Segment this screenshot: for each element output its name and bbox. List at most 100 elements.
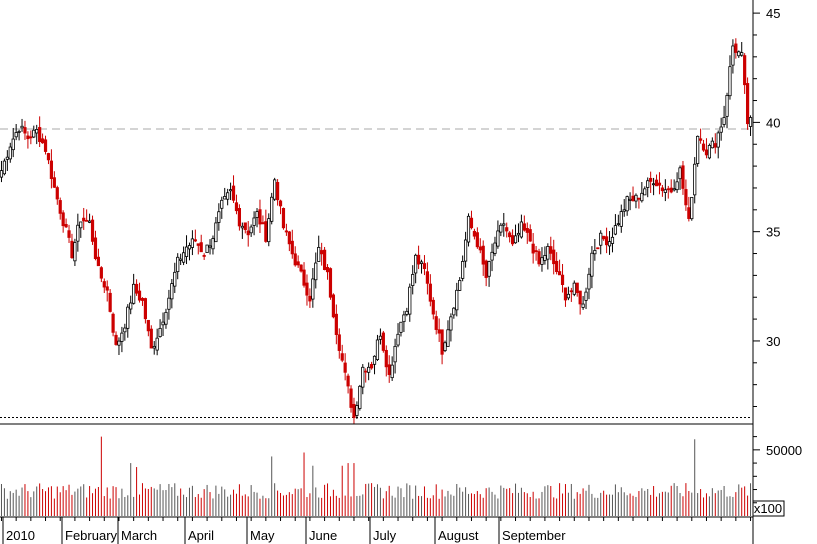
candle-body bbox=[399, 321, 403, 333]
candle bbox=[358, 384, 362, 411]
candle bbox=[202, 253, 206, 260]
candle bbox=[693, 157, 697, 204]
candle-body bbox=[378, 335, 383, 340]
candle-body bbox=[563, 287, 568, 301]
candle bbox=[158, 319, 162, 338]
volume-unit-label: x100 bbox=[754, 501, 782, 516]
candle-body bbox=[181, 252, 186, 263]
candle bbox=[0, 160, 4, 183]
candle-body bbox=[649, 177, 653, 182]
candle-body bbox=[214, 222, 218, 243]
candle bbox=[531, 233, 535, 264]
candle bbox=[452, 307, 456, 319]
candle bbox=[698, 128, 703, 144]
candle-body bbox=[499, 224, 503, 233]
candle bbox=[32, 125, 36, 139]
candle-body bbox=[710, 140, 714, 149]
candle bbox=[516, 223, 521, 243]
candle-body bbox=[522, 223, 526, 231]
candle-body bbox=[745, 83, 750, 125]
candle bbox=[696, 135, 700, 167]
candle-body bbox=[270, 196, 274, 222]
candle-body bbox=[631, 195, 635, 202]
candle-body bbox=[748, 117, 753, 127]
candle-body bbox=[684, 189, 688, 206]
candle-body bbox=[505, 227, 509, 232]
candle bbox=[2, 158, 7, 176]
candle-body bbox=[55, 187, 59, 200]
candle bbox=[26, 131, 30, 149]
candle-body bbox=[349, 388, 353, 408]
candle bbox=[657, 172, 662, 195]
candle-body bbox=[132, 283, 136, 304]
candle-body bbox=[508, 232, 512, 238]
candle bbox=[223, 187, 227, 200]
candle bbox=[258, 199, 262, 234]
candle-body bbox=[252, 217, 256, 226]
candle-body bbox=[607, 241, 612, 247]
candle bbox=[82, 207, 86, 230]
candle-body bbox=[322, 249, 327, 270]
candle-body bbox=[405, 310, 409, 315]
candle bbox=[302, 262, 306, 288]
candle bbox=[578, 290, 582, 315]
candle bbox=[734, 38, 738, 59]
candle bbox=[278, 199, 283, 215]
candle-body bbox=[49, 160, 54, 179]
month-label: June bbox=[309, 528, 337, 543]
candle-body bbox=[102, 281, 106, 288]
candle bbox=[90, 215, 95, 245]
candle bbox=[419, 259, 424, 274]
candle bbox=[505, 222, 509, 238]
candle-body bbox=[643, 188, 647, 196]
candle bbox=[566, 286, 571, 301]
month-label: September bbox=[502, 528, 566, 543]
candle bbox=[411, 265, 415, 295]
candle bbox=[273, 177, 277, 201]
candle bbox=[707, 143, 712, 160]
candle-body bbox=[343, 362, 347, 373]
candle bbox=[496, 220, 500, 249]
candle-body bbox=[358, 385, 362, 409]
candle-body bbox=[475, 232, 479, 248]
candle-body bbox=[604, 236, 609, 246]
candle bbox=[743, 53, 747, 94]
candle-body bbox=[311, 278, 315, 300]
candle-body bbox=[140, 297, 145, 301]
candle bbox=[402, 310, 406, 333]
volume-tick-label: 50000 bbox=[766, 443, 802, 458]
candle-body bbox=[211, 238, 215, 250]
candle bbox=[669, 179, 673, 194]
candle-body bbox=[660, 187, 665, 192]
candle bbox=[123, 323, 127, 341]
candle bbox=[584, 287, 588, 310]
candle bbox=[167, 289, 171, 320]
candle bbox=[346, 373, 350, 394]
candle-body bbox=[325, 267, 330, 273]
candle-body bbox=[105, 286, 109, 291]
candle bbox=[340, 344, 344, 363]
candle-body bbox=[578, 290, 582, 305]
candle-body bbox=[152, 345, 156, 349]
candle-body bbox=[23, 127, 27, 134]
candle-body bbox=[696, 135, 700, 164]
candle-body bbox=[161, 321, 165, 326]
candle bbox=[184, 235, 189, 265]
candle bbox=[211, 235, 215, 255]
candle-body bbox=[593, 250, 597, 255]
candle bbox=[308, 288, 312, 308]
candle-body bbox=[129, 302, 133, 310]
candle-body bbox=[555, 260, 559, 273]
candle-body bbox=[502, 223, 506, 226]
candle bbox=[372, 355, 377, 375]
candle bbox=[170, 278, 174, 309]
candle bbox=[740, 42, 744, 57]
candle bbox=[85, 209, 89, 222]
candle bbox=[205, 244, 209, 253]
candle bbox=[663, 179, 667, 202]
candle-body bbox=[390, 364, 394, 379]
candle bbox=[299, 264, 303, 273]
month-label: July bbox=[373, 528, 397, 543]
candle bbox=[93, 230, 98, 261]
